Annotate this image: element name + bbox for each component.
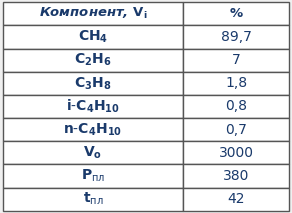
Bar <box>183 118 289 141</box>
Bar <box>3 95 183 118</box>
Bar <box>3 25 183 49</box>
Bar <box>183 164 289 188</box>
Bar <box>183 95 289 118</box>
Bar <box>3 72 183 95</box>
Bar <box>3 118 183 141</box>
Text: 42: 42 <box>227 192 245 206</box>
Text: $\mathbf{P_{\text{пл}}}$: $\mathbf{P_{\text{пл}}}$ <box>81 168 105 184</box>
Bar <box>183 72 289 95</box>
Text: 7: 7 <box>232 53 241 67</box>
Text: 89,7: 89,7 <box>221 30 252 44</box>
Bar <box>183 141 289 164</box>
Text: $\mathbf{V_o}$: $\mathbf{V_o}$ <box>84 145 102 161</box>
Bar <box>183 25 289 49</box>
Text: Компонент, $\mathbf{V_i}$: Компонент, $\mathbf{V_i}$ <box>39 6 147 21</box>
Bar <box>183 49 289 72</box>
Bar <box>3 49 183 72</box>
Text: 0,7: 0,7 <box>225 123 247 137</box>
Bar <box>3 188 183 211</box>
Text: $\mathbf{i\text{-}C_4H_{10}}$: $\mathbf{i\text{-}C_4H_{10}}$ <box>66 98 120 115</box>
Text: $\mathbf{C_2H_6}$: $\mathbf{C_2H_6}$ <box>74 52 112 68</box>
Text: $\mathbf{CH_4}$: $\mathbf{CH_4}$ <box>78 29 108 45</box>
Bar <box>3 2 183 25</box>
Bar <box>183 2 289 25</box>
Text: %: % <box>230 7 243 20</box>
Text: 380: 380 <box>223 169 249 183</box>
Text: 0,8: 0,8 <box>225 99 247 114</box>
Bar <box>183 188 289 211</box>
Bar <box>3 164 183 188</box>
Text: $\mathbf{C_3H_8}$: $\mathbf{C_3H_8}$ <box>74 75 112 92</box>
Text: $\mathbf{n\text{-}C_4H_{10}}$: $\mathbf{n\text{-}C_4H_{10}}$ <box>63 121 123 138</box>
Bar <box>3 141 183 164</box>
Text: $\mathbf{t_{\text{пл}}}$: $\mathbf{t_{\text{пл}}}$ <box>83 191 103 207</box>
Text: 3000: 3000 <box>219 146 254 160</box>
Text: 1,8: 1,8 <box>225 76 247 90</box>
